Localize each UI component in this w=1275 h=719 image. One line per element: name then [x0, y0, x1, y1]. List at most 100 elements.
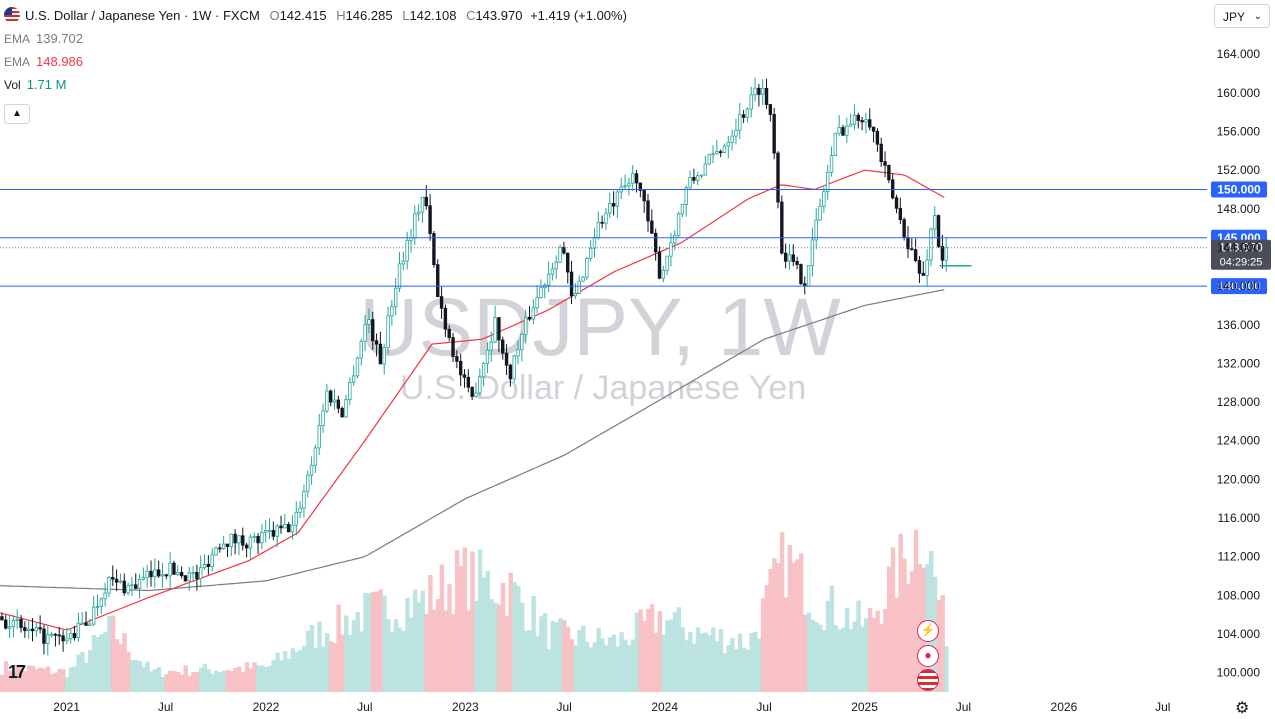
ema-slow-line — [0, 289, 945, 592]
volume-bar — [665, 620, 670, 692]
volume-bar — [412, 589, 418, 692]
candle-body — [145, 570, 149, 578]
candle-body — [160, 574, 165, 577]
volume-bar — [741, 647, 747, 692]
volume-bar — [172, 670, 177, 692]
candle-body — [871, 126, 876, 132]
candle-body — [416, 211, 421, 215]
currency-select[interactable]: JPY ⌄ — [1214, 4, 1270, 28]
volume-bar — [497, 604, 502, 692]
volume-bar — [569, 639, 575, 692]
candle-body — [233, 533, 237, 544]
volume-bar — [30, 665, 36, 692]
volume-bar — [317, 621, 322, 692]
candle-body — [741, 114, 746, 118]
candle-body — [248, 536, 253, 549]
volume-bar — [718, 629, 724, 692]
volume-bar — [233, 668, 238, 692]
candle-body — [122, 580, 126, 594]
price-tick-label: 144.000 — [1217, 240, 1261, 254]
volume-bar — [179, 674, 185, 692]
volume-legend-row[interactable]: Vol 1.71 M — [4, 75, 627, 98]
candle-body — [260, 531, 264, 544]
lightning-icon[interactable]: ⚡ — [917, 620, 939, 642]
candle-body — [608, 202, 612, 214]
volume-bar — [558, 618, 563, 692]
candle-body — [680, 204, 685, 215]
volume-bar — [588, 647, 594, 692]
volume-bar — [829, 585, 835, 692]
candle-body — [753, 87, 757, 96]
candle-body — [520, 334, 524, 351]
time-tick-label: 2026 — [1051, 700, 1078, 714]
ema-fast-path — [0, 169, 945, 631]
candle-body — [26, 628, 31, 632]
candle-body — [676, 213, 681, 237]
volume-bar — [225, 669, 230, 692]
volume-bar — [0, 674, 5, 692]
volume-bar — [669, 619, 674, 692]
ema-legend-row[interactable]: EMA 148.986 — [4, 52, 627, 75]
volume-bar — [753, 631, 758, 692]
symbol-title[interactable]: U.S. Dollar / Japanese Yen · 1W · FXCM — [25, 8, 260, 23]
candle-body — [214, 547, 218, 556]
volume-bar — [848, 629, 854, 692]
price-axis[interactable]: 100.000 104.000 108.000 112.000 116.000 120.0… — [1217, 47, 1261, 680]
gear-icon[interactable]: ⚙ — [1235, 700, 1250, 717]
candle-body — [527, 316, 532, 320]
volume-bar — [118, 644, 123, 692]
candle-body — [286, 524, 291, 533]
candle-body — [153, 569, 157, 578]
volume-bar — [38, 667, 43, 692]
candle-body — [726, 141, 730, 147]
volume-bar — [72, 666, 78, 692]
candle-body — [868, 119, 872, 128]
volume-bar — [187, 676, 192, 692]
candle-body — [795, 261, 799, 265]
volume-bar — [776, 562, 781, 692]
candle-body — [225, 543, 230, 547]
tradingview-logo[interactable]: 17 — [8, 662, 26, 682]
candle-body — [156, 569, 161, 577]
candle-body — [600, 221, 604, 224]
volume-bar — [852, 621, 857, 692]
candle-body — [925, 259, 929, 276]
ema-slow-label: EMA — [4, 32, 31, 46]
volume-bar — [684, 640, 689, 692]
change-value: +1.419 (+1.00%) — [530, 8, 627, 23]
volume-bar — [194, 672, 200, 692]
candle-body — [455, 356, 459, 362]
collapse-legend-button[interactable]: ▲ — [4, 104, 30, 124]
ema-legend-row[interactable]: EMA 139.702 — [4, 29, 627, 52]
volume-bar — [279, 660, 284, 692]
price-tick-label: 136.000 — [1217, 318, 1261, 332]
volume-bar — [324, 633, 330, 692]
volume-bar — [7, 670, 13, 692]
volume-bar — [500, 582, 506, 692]
volume-bar — [703, 632, 708, 692]
us-flag-event-icon[interactable] — [917, 669, 939, 691]
candle-body — [592, 237, 597, 249]
ema-fast-line — [0, 169, 945, 631]
chevron-down-icon: ⌄ — [1253, 11, 1262, 22]
candle-body — [646, 200, 650, 222]
volume-bar — [883, 608, 888, 692]
volume-bar — [699, 633, 705, 692]
candle-body — [688, 177, 692, 189]
candle-body — [879, 143, 883, 163]
time-axis[interactable]: 2021 Jul 2022 Jul 2023 Jul 2024 Jul 2025 Jul 2026 J… — [53, 700, 1170, 714]
volume-bar — [183, 665, 188, 692]
candle-body — [776, 152, 780, 203]
candle-body — [210, 554, 214, 567]
record-icon[interactable]: ● — [917, 645, 939, 667]
candle-body — [504, 352, 509, 366]
volume-bar — [267, 665, 273, 692]
candle-body — [485, 349, 490, 365]
volume-bar — [328, 641, 334, 692]
candle-body — [845, 125, 849, 136]
volume-bar — [722, 653, 727, 692]
volume-bar — [129, 659, 135, 692]
volume-bar — [707, 635, 712, 692]
